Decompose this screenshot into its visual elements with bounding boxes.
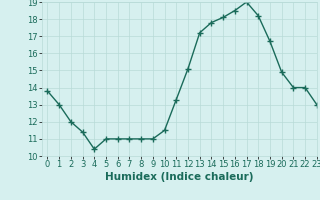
- X-axis label: Humidex (Indice chaleur): Humidex (Indice chaleur): [105, 172, 253, 182]
